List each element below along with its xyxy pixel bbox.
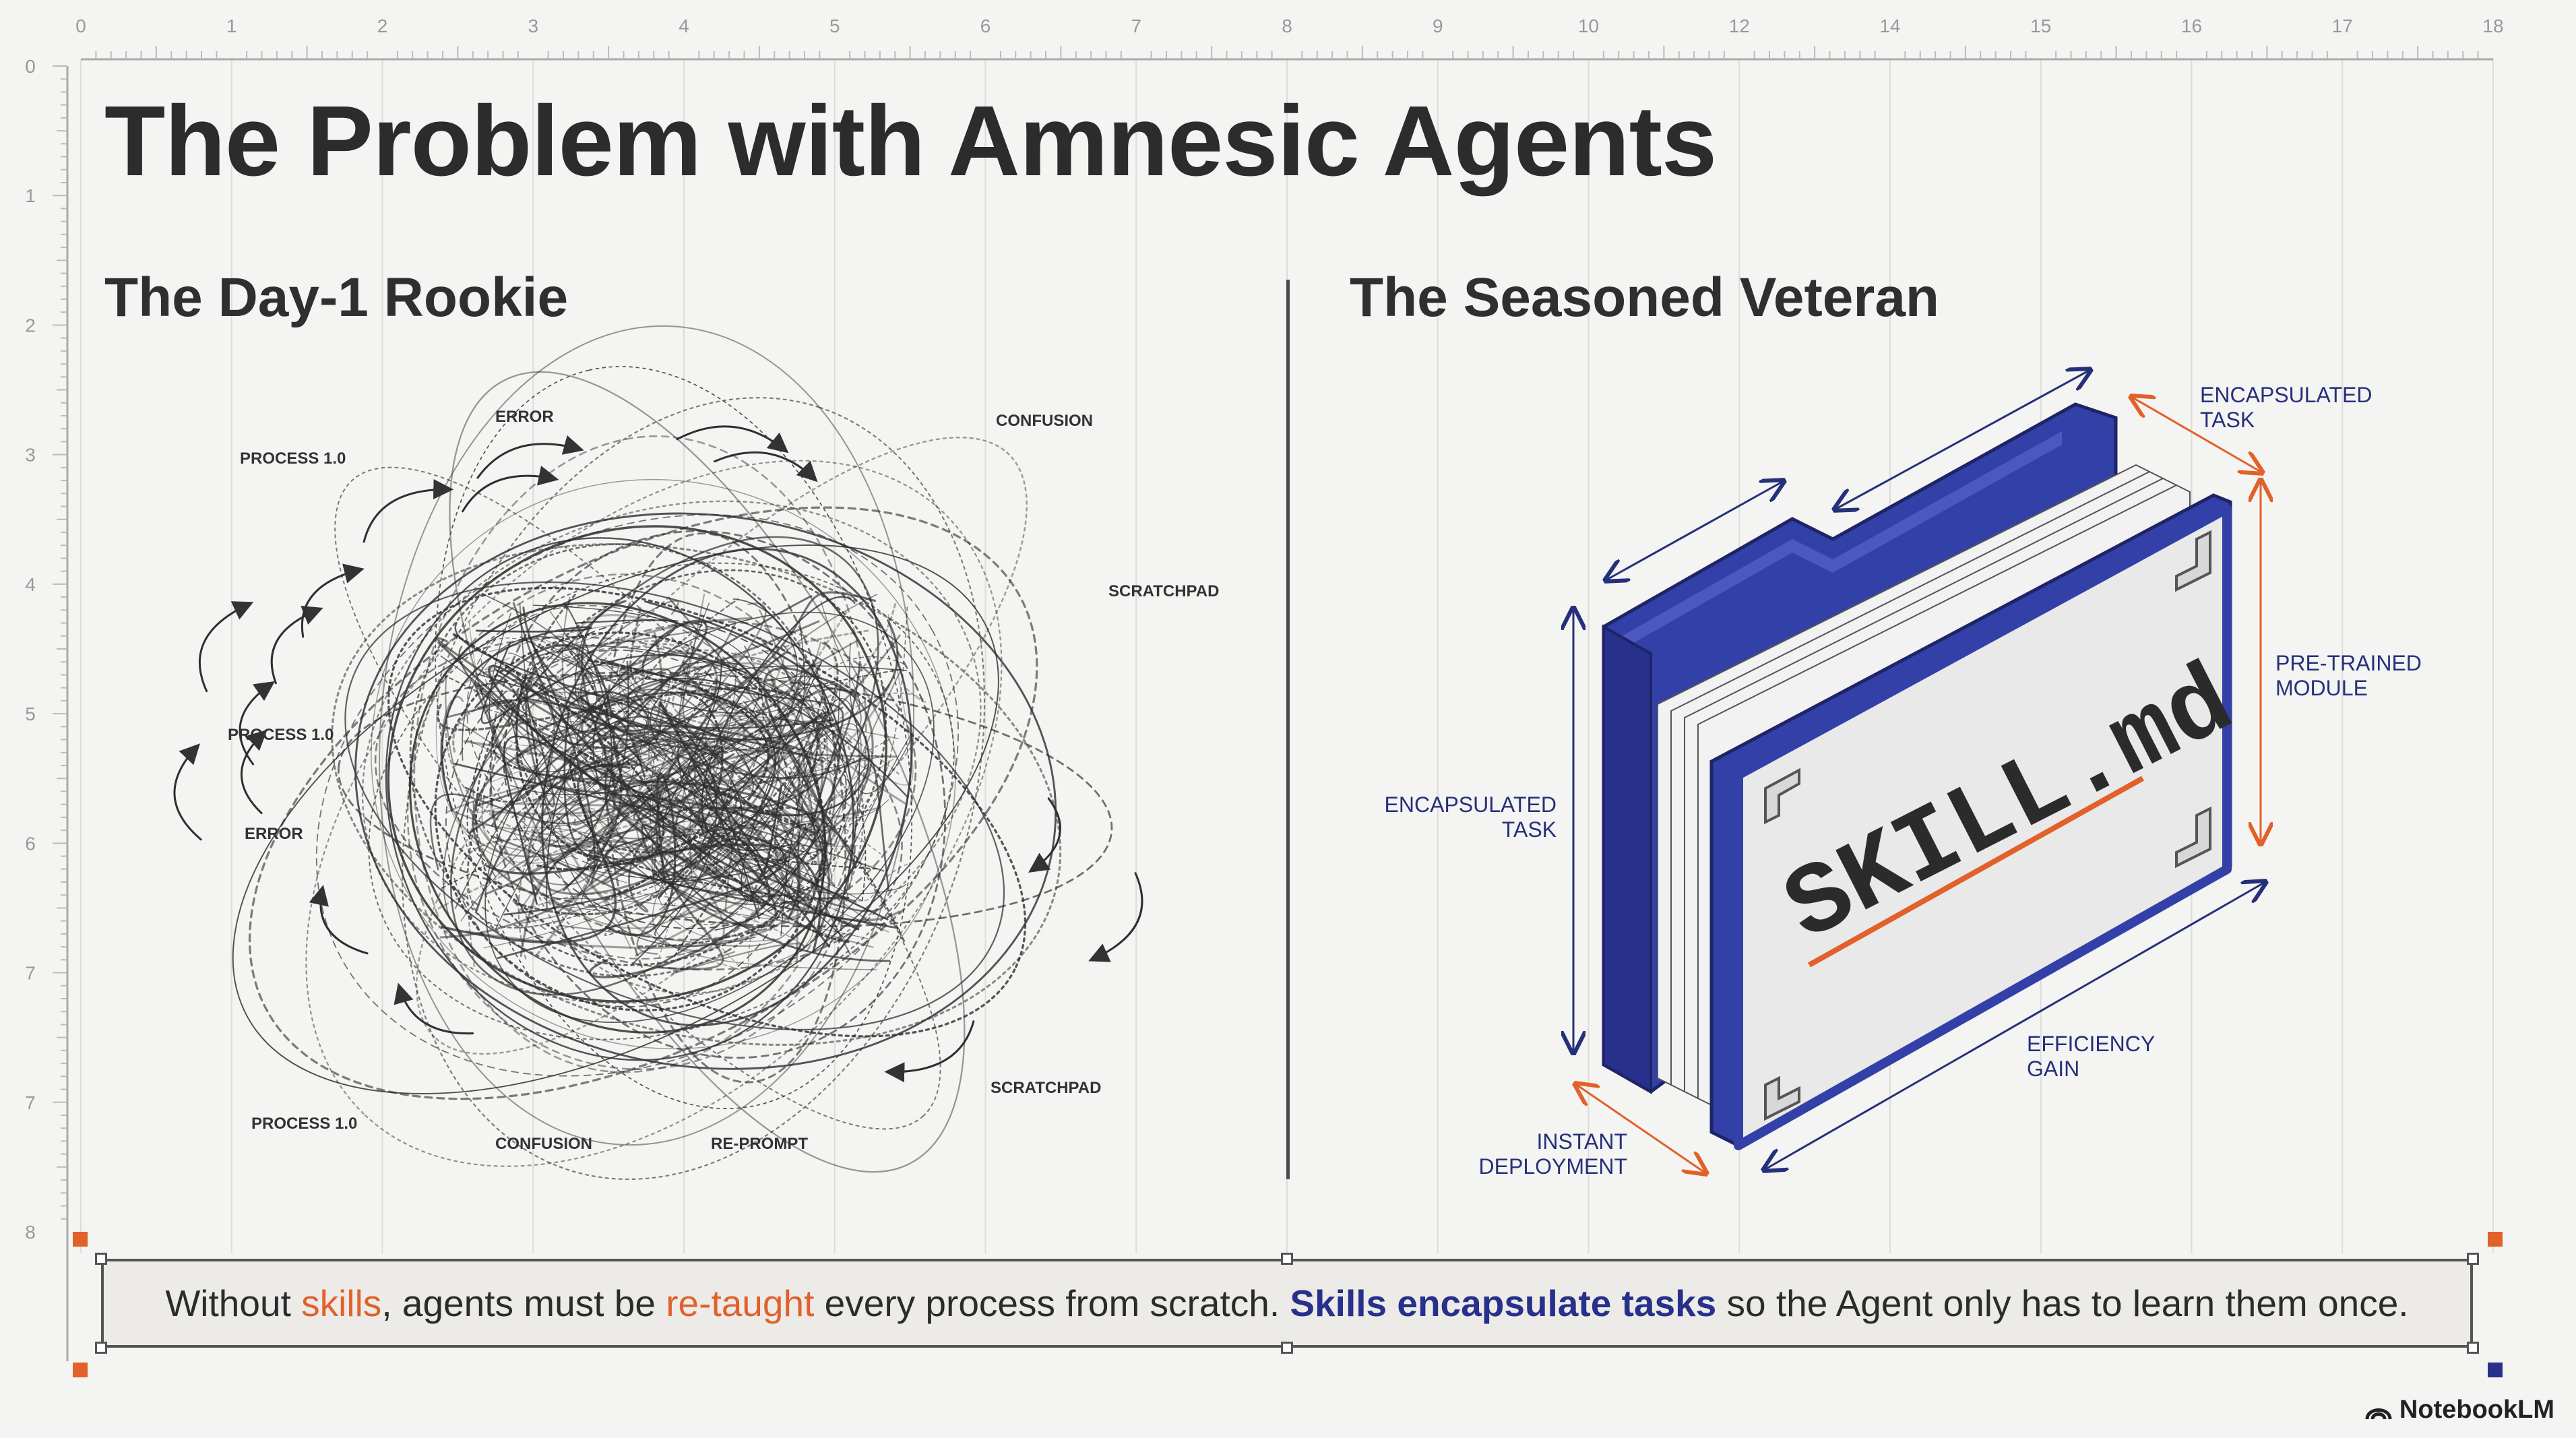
caption-segment: so the Agent only has to learn them once…	[1716, 1282, 2409, 1324]
label-process-bottom: PROCESS 1.0	[251, 1115, 357, 1133]
ruler-tick-label: 6	[980, 15, 991, 36]
tangled-scribble-illustration	[173, 325, 1143, 1181]
ruler-tick-label: 5	[25, 704, 36, 724]
ruler-tick-label: 0	[25, 56, 36, 77]
label-confusion-bottom: CONFUSION	[495, 1135, 592, 1153]
page-title: The Problem with Amnesic Agents	[104, 86, 1717, 197]
caption-highlight-retaught: re-taught	[666, 1282, 815, 1324]
ruler-tick-label: 0	[75, 15, 86, 36]
label-error-top: ERROR	[495, 408, 554, 426]
folder-spine	[1602, 624, 1652, 1094]
selection-handle	[1281, 1253, 1293, 1265]
label-encapsulated-top-1: ENCAPSULATED	[2200, 383, 2372, 407]
corner-marker	[73, 1232, 88, 1247]
ruler-tick-label: 9	[1433, 15, 1443, 36]
caption-segment: , agents must be	[381, 1282, 666, 1324]
rookie-labels: ERROR CONFUSION PROCESS 1.0 SCRATCHPAD P…	[228, 408, 1219, 1153]
ruler-tick-label: 8	[1282, 15, 1292, 36]
label-efficiency-2: GAIN	[2027, 1057, 2079, 1081]
ruler-tick-label: 3	[528, 15, 538, 36]
selection-handle	[2467, 1342, 2479, 1354]
ruler-tick-label: 1	[226, 15, 237, 36]
rookie-panel-title: The Day-1 Rookie	[104, 267, 569, 328]
ruler-tick-label: 7	[25, 963, 36, 984]
left-ruler: 0 1 2 3 4 5 6 7 7 8	[25, 56, 69, 1361]
corner-marker	[73, 1363, 88, 1377]
label-encapsulated-left-1: ENCAPSULATED	[1385, 792, 1557, 817]
notebooklm-icon	[2365, 1408, 2392, 1420]
ruler-tick-label: 7	[25, 1092, 36, 1113]
ruler-tick-label: 2	[377, 15, 388, 36]
ruler-tick-label: 12	[1729, 15, 1750, 36]
corner-marker	[2488, 1363, 2503, 1377]
brand-name: NotebookLM	[2399, 1396, 2554, 1424]
selection-handle	[2467, 1253, 2479, 1265]
veteran-panel-title: The Seasoned Veteran	[1350, 267, 1940, 328]
label-encapsulated-top-2: TASK	[2200, 408, 2255, 432]
caption-segment: every process from scratch.	[814, 1282, 1290, 1324]
label-encapsulated-left-2: TASK	[1502, 817, 1557, 842]
ruler-tick-label: 17	[2332, 15, 2353, 36]
ruler-tick-label: 3	[25, 445, 36, 466]
label-efficiency-1: EFFICIENCY	[2027, 1032, 2155, 1056]
ruler-tick-label: 6	[25, 833, 36, 854]
label-pretrained-2: MODULE	[2275, 676, 2368, 700]
panel-divider	[1286, 280, 1290, 1179]
caption-text: Without skills, agents must be re-taught…	[165, 1282, 2408, 1325]
veteran-labels: ENCAPSULATED TASK PRE-TRAINED MODULE ENC…	[1385, 383, 2422, 1179]
label-instant-1: INSTANT	[1536, 1129, 1627, 1154]
ruler-tick-label: 5	[829, 15, 840, 36]
label-error-mid: ERROR	[245, 825, 303, 843]
ruler-tick-label: 18	[2482, 15, 2503, 36]
selection-handle	[1281, 1342, 1293, 1354]
top-ruler: 0 1 2 3 4 5 6 7 8 9 10 12 14 15 16 17 18	[75, 15, 2504, 61]
ruler-tick-label: 4	[25, 574, 36, 595]
ruler-tick-label: 8	[25, 1222, 36, 1243]
label-instant-2: DEPLOYMENT	[1479, 1154, 1627, 1179]
dimension-lines	[1573, 371, 2264, 1173]
label-scratchpad-bottom: SCRATCHPAD	[991, 1079, 1101, 1097]
ruler-tick-label: 15	[2030, 15, 2051, 36]
caption-segment: Without	[165, 1282, 302, 1324]
label-reprompt: RE-PROMPT	[711, 1135, 808, 1153]
selection-handle	[95, 1253, 107, 1265]
caption-highlight-skills: skills	[301, 1282, 382, 1324]
ruler-tick-label: 4	[679, 15, 689, 36]
ruler-tick-label: 16	[2181, 15, 2202, 36]
ruler-tick-label: 14	[1879, 15, 1900, 36]
ruler-tick-label: 1	[25, 185, 36, 206]
label-confusion-top: CONFUSION	[996, 412, 1093, 430]
ruler-tick-label: 7	[1131, 15, 1141, 36]
label-process-top: PROCESS 1.0	[240, 449, 346, 468]
ruler-tick-label: 10	[1578, 15, 1599, 36]
brand-watermark: NotebookLM	[2364, 1396, 2554, 1425]
label-process-mid: PROCESS 1.0	[228, 726, 334, 744]
label-scratchpad-right: SCRATCHPAD	[1108, 582, 1219, 600]
ruler-tick-label: 2	[25, 315, 36, 336]
selection-handle	[95, 1342, 107, 1354]
corner-marker	[2488, 1232, 2503, 1247]
label-pretrained-1: PRE-TRAINED	[2275, 651, 2422, 675]
caption-highlight-encapsulate: Skills encapsulate tasks	[1290, 1282, 1717, 1324]
caption-box: Without skills, agents must be re-taught…	[101, 1259, 2473, 1348]
